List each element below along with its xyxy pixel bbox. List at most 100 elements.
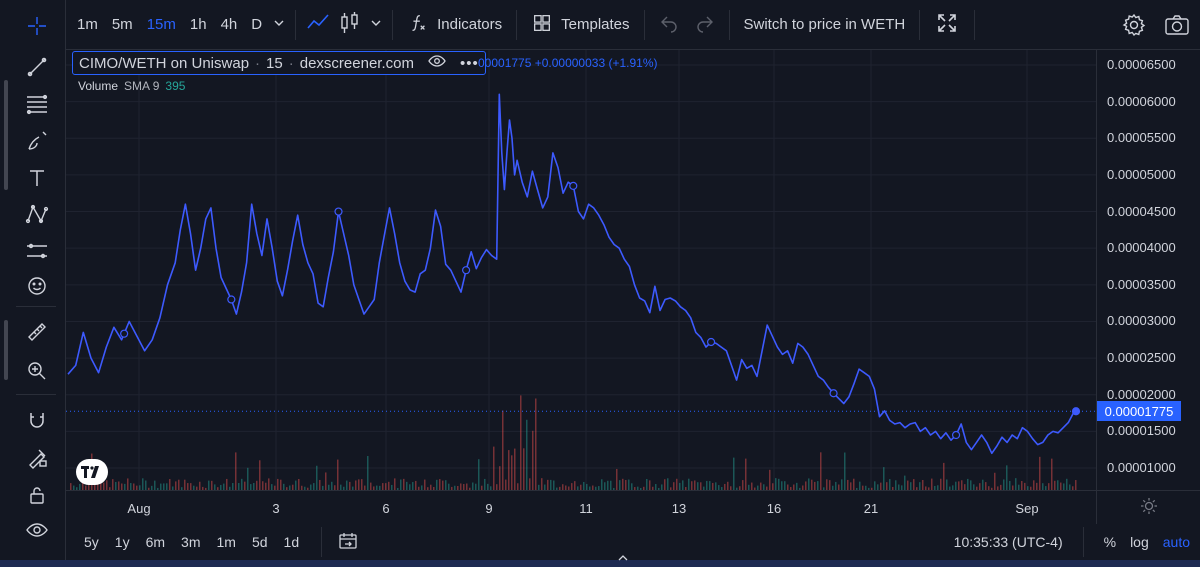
text-tool-icon[interactable] [18,162,56,194]
volume-bar [367,456,369,490]
volume-bar [163,483,165,490]
volume-bar [337,459,339,490]
lock-icon[interactable] [18,479,56,511]
price-scale[interactable]: 0.00006500 0.00006000 0.00005500 0.00005000… [1096,50,1200,490]
timeframe-5m[interactable]: 5m [111,16,133,33]
timeframe-15m[interactable]: 15m [146,16,176,33]
tradingview-logo[interactable] [76,459,108,485]
volume-bar [130,483,132,490]
volume-bar [1015,478,1017,490]
candles-icon[interactable] [334,12,366,37]
volume-bar [196,486,198,490]
percent-toggle[interactable]: % [1103,534,1117,550]
chart-type-chevron-icon[interactable] [366,17,386,32]
toolbar-scrollbar-lower[interactable] [4,320,8,380]
event-marker [120,329,129,338]
volume-bar [262,481,264,490]
templates-button[interactable]: Templates [523,12,637,38]
range-1y[interactable]: 1y [114,534,130,550]
fullscreen-icon[interactable] [926,12,968,37]
emoji-icon[interactable] [18,270,56,302]
auto-toggle[interactable]: auto [1162,534,1190,550]
range-3m[interactable]: 3m [181,534,201,550]
volume-bar [328,484,330,490]
volume-bar [766,486,768,490]
pattern-tool-icon[interactable] [18,198,56,230]
toolbar-divider [643,9,645,40]
volume-bar [592,485,594,490]
eye-visibility-icon[interactable] [428,54,446,72]
volume-bar [517,483,519,490]
volume-bar [787,484,789,490]
range-5d[interactable]: 5d [251,534,268,550]
volume-bar [361,479,363,490]
volume-bar [160,483,162,490]
volume-bar [637,486,639,490]
prediction-tool-icon[interactable] [18,235,56,267]
trend-line-icon[interactable] [18,51,56,83]
switch-price-button[interactable]: Switch to price in WETH [736,16,914,33]
timeframe-4h[interactable]: 4h [220,16,238,33]
indicators-button[interactable]: Indicators [399,12,510,38]
go-to-date-icon[interactable] [328,532,368,553]
symbol-title-box[interactable]: CIMO/WETH on Uniswap · 15 · dexscreener.… [72,51,486,75]
volume-bar [817,481,819,490]
volume-bar [1069,484,1071,490]
time-tick: 16 [766,501,782,516]
log-toggle[interactable]: log [1130,534,1149,550]
time-tick: 9 [485,501,493,516]
volume-bar [1009,480,1011,490]
sun-settings-icon[interactable] [1140,497,1158,518]
volume-bar [781,481,783,490]
volume-bar [907,480,909,490]
time-scale[interactable]: Aug 3 6 9 11 13 16 21 Sep [66,490,1096,524]
chevron-down-icon[interactable] [269,17,289,32]
range-1m[interactable]: 1m [216,534,236,550]
timeframe-1h[interactable]: 1h [189,16,207,33]
timeframe-d[interactable]: D [251,16,263,33]
lock-drawing-icon[interactable] [18,442,56,474]
range-5y[interactable]: 5y [84,534,99,550]
range-1d[interactable]: 1d [283,534,300,550]
volume-bar [685,487,687,490]
volume-bar [355,480,357,490]
volume-bar [271,484,273,490]
volume-bar [868,487,870,490]
chart-pane[interactable] [66,50,1096,490]
volume-bar [952,485,954,490]
volume-legend[interactable]: Volume SMA 9 395 [78,79,185,93]
redo-icon[interactable] [687,13,723,36]
fib-retracement-icon[interactable] [18,88,56,120]
volume-bar [391,484,393,490]
volume-bar [571,483,573,490]
eye-icon[interactable] [18,514,56,546]
ruler-icon[interactable] [18,316,56,348]
zoom-in-icon[interactable] [18,355,56,387]
line-chart-icon[interactable] [302,13,334,36]
timeframe-1m[interactable]: 1m [77,16,98,33]
volume-bar [655,484,657,490]
magnet-icon[interactable] [18,405,56,437]
volume-bar [406,481,408,490]
camera-icon[interactable] [1164,13,1190,40]
price-chart[interactable] [66,50,1096,490]
price-tick: 0.00004500 [1107,203,1176,219]
function-icon [407,12,429,38]
gear-icon[interactable] [1122,13,1146,40]
volume-bar [436,479,438,490]
volume-bar [199,481,201,490]
volume-bar [838,484,840,490]
crosshair-icon[interactable] [18,10,56,42]
range-6m[interactable]: 6m [145,534,166,550]
volume-bar [547,479,549,490]
panel-resize-strip[interactable] [0,555,1200,567]
volume-bar [316,465,318,490]
volume-bar [178,479,180,490]
more-options-icon[interactable]: ••• [459,54,479,72]
volume-bar [556,487,558,490]
undo-icon[interactable] [651,13,687,36]
drawing-toolbar [0,0,66,567]
brush-icon[interactable] [18,125,56,157]
toolbar-scrollbar[interactable] [4,80,8,190]
clock-timezone[interactable]: 10:35:33 (UTC-4) [953,534,1063,550]
